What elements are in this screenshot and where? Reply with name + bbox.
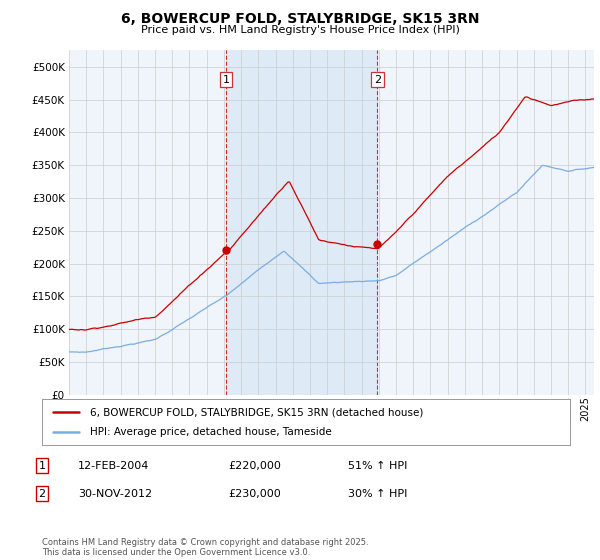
Text: 51% ↑ HPI: 51% ↑ HPI [348, 461, 407, 471]
Text: HPI: Average price, detached house, Tameside: HPI: Average price, detached house, Tame… [89, 427, 331, 437]
Text: 1: 1 [223, 74, 229, 85]
Text: 30% ↑ HPI: 30% ↑ HPI [348, 489, 407, 499]
Text: 2: 2 [38, 489, 46, 499]
Text: £220,000: £220,000 [228, 461, 281, 471]
Text: £230,000: £230,000 [228, 489, 281, 499]
Text: 6, BOWERCUP FOLD, STALYBRIDGE, SK15 3RN: 6, BOWERCUP FOLD, STALYBRIDGE, SK15 3RN [121, 12, 479, 26]
Text: 30-NOV-2012: 30-NOV-2012 [78, 489, 152, 499]
Text: Contains HM Land Registry data © Crown copyright and database right 2025.
This d: Contains HM Land Registry data © Crown c… [42, 538, 368, 557]
Text: 12-FEB-2004: 12-FEB-2004 [78, 461, 149, 471]
Text: 1: 1 [38, 461, 46, 471]
Text: 2: 2 [374, 74, 381, 85]
Bar [226, 50, 377, 395]
Text: Price paid vs. HM Land Registry's House Price Index (HPI): Price paid vs. HM Land Registry's House … [140, 25, 460, 35]
Text: 6, BOWERCUP FOLD, STALYBRIDGE, SK15 3RN (detached house): 6, BOWERCUP FOLD, STALYBRIDGE, SK15 3RN … [89, 407, 423, 417]
